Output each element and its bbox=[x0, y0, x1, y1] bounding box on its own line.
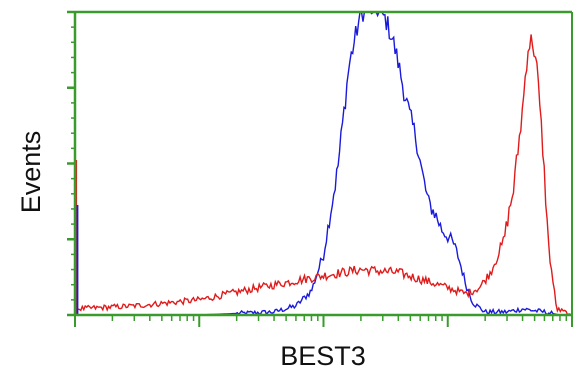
x-axis-label: BEST3 bbox=[280, 341, 366, 371]
y-axis-label: Events bbox=[16, 131, 46, 214]
blue-series-line bbox=[75, 11, 572, 317]
axis-ticks bbox=[67, 10, 573, 327]
plot-frame bbox=[73, 10, 573, 317]
red-series-line bbox=[74, 34, 573, 317]
series-layer bbox=[74, 11, 573, 317]
